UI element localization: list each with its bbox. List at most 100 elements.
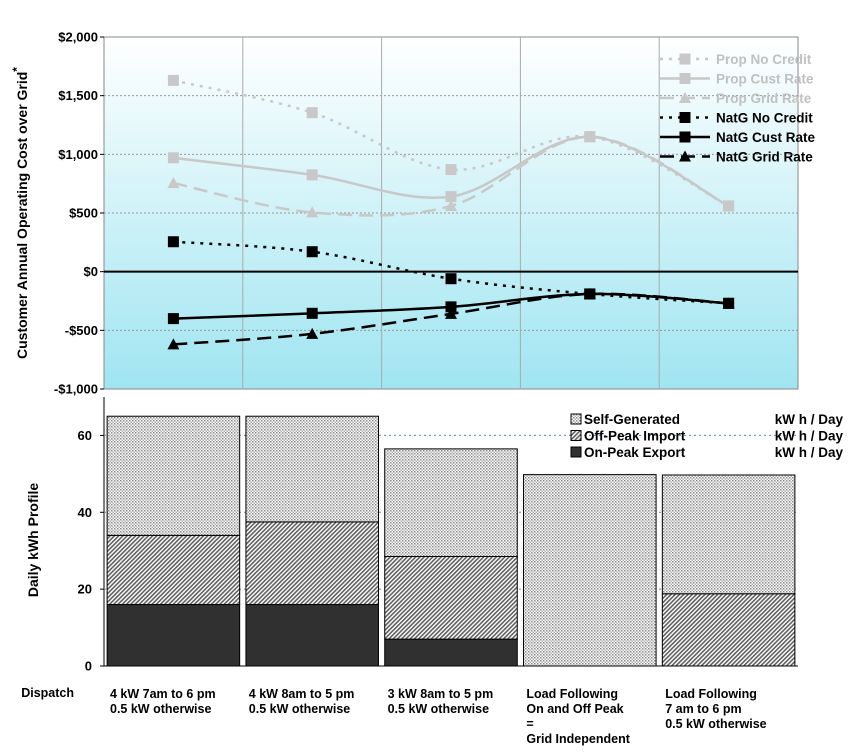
line-data-point [445,273,457,285]
line-data-point [167,152,179,164]
bar-category-label-line: 4 kW 7am to 6 pm [110,687,216,701]
line-legend-marker [679,112,691,123]
line-data-point [722,199,735,211]
line-data-point [306,246,318,258]
bar-legend-label: On-Peak Export [584,445,686,460]
bar-segment [661,474,796,595]
bar-legend-unit: kW h / Day [775,429,844,444]
bar-category-label-line: 0.5 kW otherwise [110,702,211,716]
bar-segment [245,521,379,606]
line-series [167,287,735,350]
line-legend-label: Prop Grid Rate [716,91,812,106]
line-legend: Prop No Credit Prop Cust Rate Prop Grid Ra… [660,52,816,165]
bar-legend-unit: kW h / Day [775,445,844,460]
bar-legend: Self-Generated kW h / Day Off-Peak Import k… [570,412,844,460]
bar-category-label-line: Load Following [526,687,618,701]
bar-stack [106,415,241,667]
bar-segment [384,448,518,557]
line-legend-entry: NatG Grid Rate [660,150,813,165]
bar-category-label: Load Following 7 am to 6 pm 0.5 kW otherwi… [665,687,766,731]
line-y-tick-label: -$500 [65,323,98,338]
bar-segment [106,534,241,606]
line-data-point [445,199,457,211]
bar-category-label-line: On and Off Peak [526,702,623,716]
bar-stack [245,415,379,667]
line-series-group [167,74,735,350]
line-y-tick-labels: $2,000 $1,500 $1,000 $500 $0 -$500 -$1,000 [54,30,104,397]
bar-legend-entry: Off-Peak Import kW h / Day [570,429,844,444]
line-y-tick-label: $1,500 [58,88,98,103]
bar-stack [384,448,518,667]
line-data-point [583,130,596,142]
bar-y-tick-label: 20 [78,582,92,597]
line-legend-entry: Prop Cust Rate [660,72,814,87]
line-data-point [167,236,179,248]
bar-segment [245,415,379,523]
line-data-point [445,191,457,203]
line-legend-label: Prop Cust Rate [716,72,814,87]
line-legend-label: NatG Cust Rate [716,130,816,145]
bar-y-tick-label: 0 [85,659,92,674]
bar-legend-label: Off-Peak Import [584,429,686,444]
line-legend-marker [679,73,691,84]
bar-category-label: Load Following On and Off Peak = Grid Indep… [526,687,630,746]
bar-y-tick-labels: 60 40 20 0 [78,428,104,674]
line-series-path [173,79,730,208]
bar-category-label: 4 kW 7am to 6 pm 0.5 kW otherwise [110,687,216,716]
line-data-point [306,206,319,218]
line-legend-label: NatG No Credit [716,111,813,126]
bar-category-label-line: Load Following [665,687,757,701]
bar-segment [384,638,518,667]
bar-legend-unit: kW h / Day [775,412,844,427]
line-legend-marker [679,131,691,143]
bar-segment [106,415,241,536]
line-data-point [306,169,318,181]
bar-segment [661,593,796,667]
line-y-axis-label: Customer Annual Operating Cost over Grid… [10,67,30,359]
bar-segment [245,604,379,667]
line-legend-entry: NatG No Credit [660,111,813,126]
line-plot-area [103,36,799,390]
line-y-tick-label: $500 [69,206,98,221]
bar-legend-swatch [570,446,582,458]
bar-y-tick-label: 60 [78,428,92,443]
line-y-axis-label-text: Customer Annual Operating Cost over Grid [14,72,30,359]
line-legend-entry: Prop No Credit [660,52,812,67]
bar-x-axis-title: Dispatch [21,686,74,700]
line-data-point [167,74,179,86]
line-gridlines [104,37,798,389]
line-series [167,130,735,218]
line-legend-marker [679,53,691,65]
line-legend-entry: Prop Grid Rate [660,91,812,106]
line-data-point [167,177,180,189]
bar-category-label-line: 0.5 kW otherwise [665,717,766,731]
bar-segment [106,604,241,667]
bar-segment [384,555,518,640]
bar-category-label: 4 kW 8am to 5 pm 0.5 kW otherwise [249,687,355,716]
bar-legend-entry: On-Peak Export kW h / Day [570,445,844,460]
line-legend-marker [679,150,691,162]
bar-category-label-line: 3 kW 8am to 5 pm [388,687,494,701]
bar-stacks [106,415,796,667]
bar-legend-entry: Self-Generated kW h / Day [570,412,844,427]
line-data-point [583,287,596,299]
line-data-point [445,307,457,319]
line-y-tick-label: -$1,000 [54,382,98,397]
bar-stack [523,474,657,667]
bar-segment [523,474,657,667]
bar-y-tick-label: 40 [78,505,92,520]
bar-category-label-line: 7 am to 6 pm [665,702,741,716]
line-data-point [306,107,318,119]
line-legend-entry: NatG Cust Rate [660,130,816,145]
line-y-tick-label: $1,000 [58,147,98,162]
line-data-point [722,297,735,309]
bar-legend-swatch [570,430,582,441]
bar-stack [661,474,796,667]
bar-legend-swatch [570,413,582,425]
cost-line-chart: $2,000 $1,500 $1,000 $500 $0 -$500 -$1,000 Cus… [10,30,816,397]
line-data-point [167,313,179,325]
line-legend-label: Prop No Credit [716,52,812,67]
bar-category-label-line: = [526,717,533,731]
line-y-tick-label: $0 [84,264,98,279]
bar-category-label-line: 0.5 kW otherwise [249,702,350,716]
